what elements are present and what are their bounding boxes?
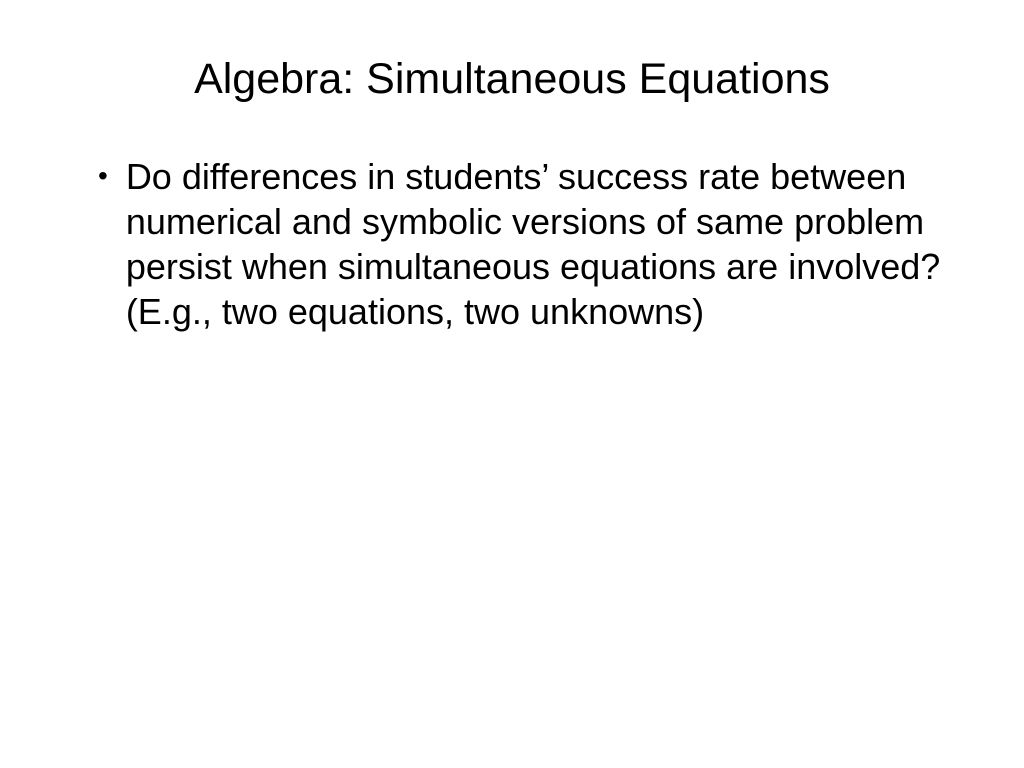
slide-container: Algebra: Simultaneous Equations • Do dif… (0, 0, 1024, 768)
bullet-item: • Do differences in students’ success ra… (90, 154, 964, 334)
bullet-text: Do differences in students’ success rate… (126, 154, 964, 334)
bullet-marker-icon: • (98, 154, 108, 199)
slide-body: • Do differences in students’ success ra… (60, 154, 964, 334)
slide-title: Algebra: Simultaneous Equations (60, 55, 964, 104)
